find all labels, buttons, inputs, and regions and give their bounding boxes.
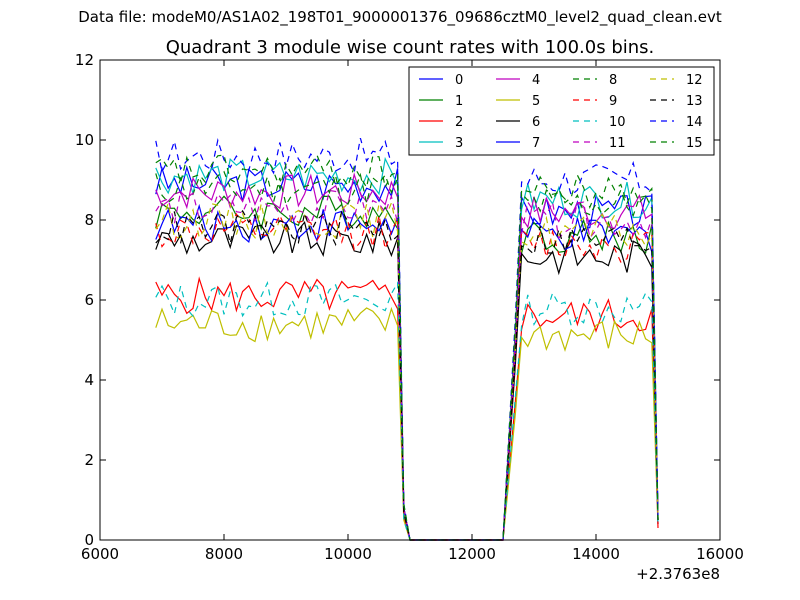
series-line-9 [155, 212, 659, 541]
y-tick-label: 10 [75, 131, 94, 149]
x-offset-label: +2.3763e8 [636, 565, 720, 583]
series-line-15 [155, 153, 659, 541]
legend-label-3: 3 [455, 136, 463, 151]
series-line-1 [155, 195, 659, 541]
legend-label-5: 5 [532, 94, 540, 109]
series-line-2 [155, 276, 659, 541]
y-tick-label: 8 [84, 211, 94, 229]
x-tick-label: 14000 [572, 545, 620, 563]
series-line-6 [155, 220, 659, 541]
x-tick-label: 12000 [448, 545, 496, 563]
x-tick-label: 16000 [696, 545, 744, 563]
legend-label-9: 9 [609, 94, 617, 109]
axis-ticks: 6000 8000 10000 12000 14000 16000024681012+2.… [75, 51, 744, 583]
legend-label-11: 11 [609, 136, 626, 151]
y-tick-label: 2 [84, 451, 94, 469]
chart-title: Quadrant 3 module wise count rates with … [165, 37, 655, 58]
series-line-11 [155, 189, 659, 541]
series-line-13 [155, 208, 659, 541]
legend-label-1: 1 [455, 94, 463, 109]
figure-suptitle: Data file: modeM0/AS1A02_198T01_90000013… [78, 8, 722, 26]
legend-label-7: 7 [532, 136, 540, 151]
series-line-14 [155, 137, 659, 541]
y-tick-label: 12 [75, 51, 94, 69]
legend-label-0: 0 [455, 73, 463, 88]
legend-label-14: 14 [686, 115, 703, 130]
x-tick-label: 8000 [205, 545, 243, 563]
series-line-12 [155, 200, 659, 541]
legend-label-8: 8 [609, 73, 617, 88]
x-tick-label: 6000 [81, 545, 119, 563]
legend-label-15: 15 [686, 136, 703, 151]
legend-label-2: 2 [455, 115, 463, 130]
x-tick-label: 10000 [324, 545, 372, 563]
legend-label-12: 12 [686, 73, 703, 88]
legend-box [408, 66, 715, 156]
series-lines [155, 137, 659, 541]
legend-label-13: 13 [686, 94, 703, 109]
series-line-7 [155, 203, 659, 541]
series-line-10 [155, 280, 659, 541]
legend-label-6: 6 [532, 115, 540, 130]
y-tick-label: 0 [84, 531, 94, 549]
legend-label-4: 4 [532, 73, 540, 88]
series-line-5 [155, 306, 659, 541]
legend-label-10: 10 [609, 115, 626, 130]
series-line-3 [155, 156, 659, 541]
y-tick-label: 4 [84, 371, 94, 389]
y-tick-label: 6 [84, 291, 94, 309]
